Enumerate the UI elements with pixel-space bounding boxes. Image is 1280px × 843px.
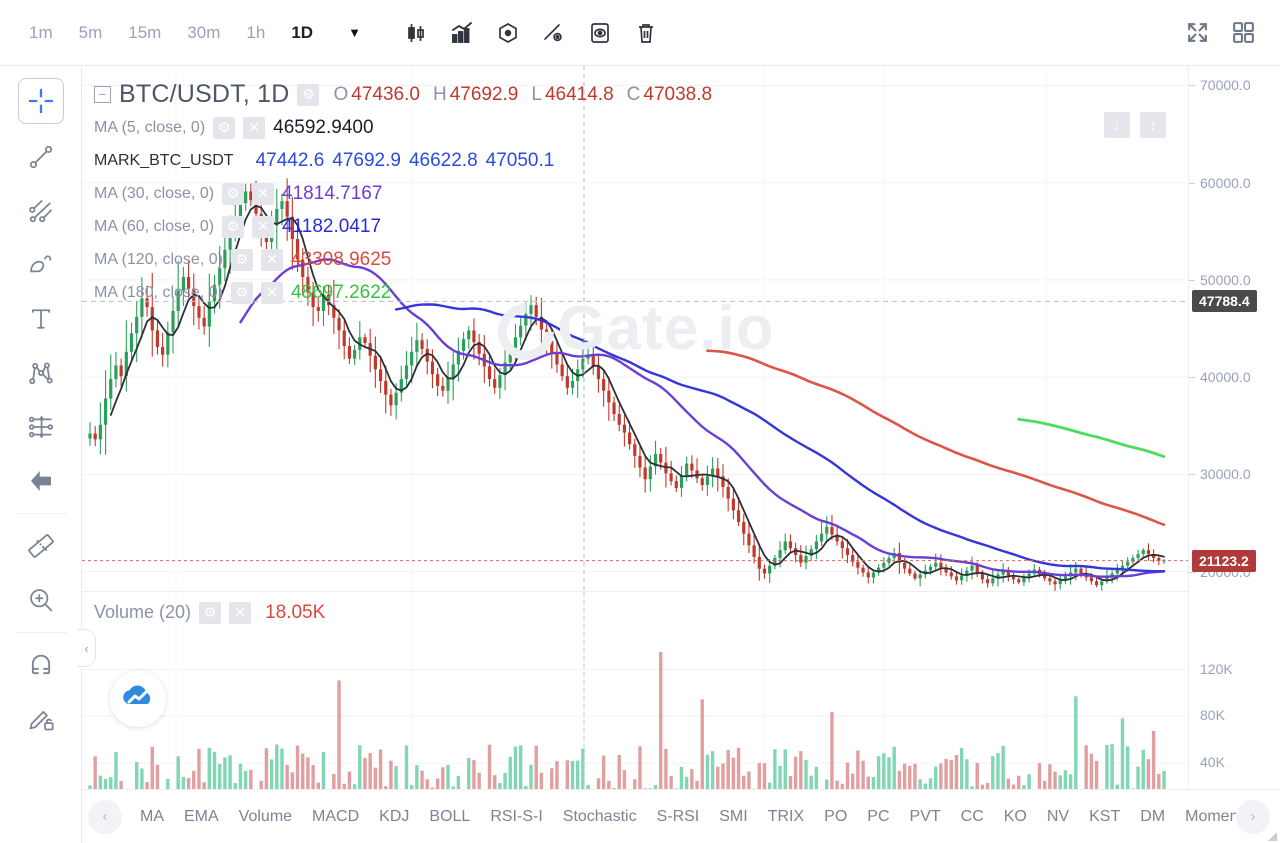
indicator-smi[interactable]: SMI [719,807,748,825]
indicator-next-button[interactable]: › [1236,799,1270,834]
gear-icon[interactable]: ⚙ [222,215,245,238]
axis-tick [1189,182,1195,184]
indicator-stochastic[interactable]: Stochastic [562,807,637,825]
price-axis[interactable]: 70000.060000.050000.040000.030000.020000… [1188,66,1280,819]
fullscreen-icon[interactable] [1174,0,1220,66]
price-tick-label: 60000.0 [1200,174,1251,191]
indicator-ko[interactable]: KO [1003,807,1027,825]
axis-tick [1189,85,1195,87]
zoom-in-tool[interactable] [17,573,65,627]
chart-container[interactable]: Gate.io Volume (20) ⚙ ✕ 18.05K ‹ ↓ [78,66,1280,843]
axis-tick [1189,571,1195,573]
indicator-toolbar: ‹ MA EMA Volume MACD KDJ BOLL RSI-S-I Stochasti… [82,789,1280,843]
indicator-pvt[interactable]: PVT [909,807,941,825]
pitchfork-tool[interactable] [17,184,65,238]
indicator-volume[interactable]: Volume [238,807,293,825]
resize-handle-icon[interactable] [1268,832,1277,841]
gear-icon[interactable]: ⚙ [213,116,236,139]
indicator-ema[interactable]: EMA [184,807,219,825]
price-tick-label: 70000.0 [1200,77,1251,94]
gear-icon[interactable]: ⚙ [199,601,222,624]
gear-icon[interactable]: ⚙ [297,83,320,106]
indicator-nv[interactable]: NV [1046,807,1070,825]
volume-tick-label: 40K [1200,754,1225,771]
chevron-down-icon[interactable]: ▼ [348,25,361,40]
draw-line-icon[interactable] [531,0,577,66]
timeframe-1h[interactable]: 1h [246,22,266,42]
gear-icon[interactable]: ⚙ [222,182,245,205]
trend-line-tool[interactable] [17,130,65,184]
indicator-trix[interactable]: TRIX [767,807,805,825]
close-icon[interactable]: ✕ [260,281,283,304]
gate-cloud-icon [123,685,151,704]
ruler-tool[interactable] [17,519,65,573]
indicator-macd[interactable]: MACD [312,807,360,825]
indicator-moment[interactable]: Moment [1185,807,1236,825]
candlestick-icon[interactable] [393,0,439,66]
axis-tick [1189,279,1195,281]
axis-tick [1189,377,1195,379]
volume-legend: Volume (20) ⚙ ✕ 18.05K [94,596,325,629]
pattern-tool[interactable] [17,346,65,400]
timeframe-5m[interactable]: 5m [78,22,103,42]
price-tag-2: 21123.2 [1192,549,1256,572]
timeframe-1D[interactable]: 1D [291,22,314,42]
close-icon[interactable]: ✕ [252,215,275,238]
indicator-dm[interactable]: DM [1140,807,1166,825]
top-toolbar: 1m 5m 15m 30m 1h 1D ▼ [0,0,1280,66]
price-tag-0: 47788.4 [1192,290,1257,313]
indicators-icon[interactable] [439,0,485,66]
timeframe-1m[interactable]: 1m [29,22,53,42]
magnet-tool[interactable] [17,638,65,692]
close-icon[interactable]: ✕ [260,248,283,271]
axis-tick [1189,474,1195,476]
indicator-prev-button[interactable]: ‹ [88,799,122,834]
volume-legend-label: Volume (20) [94,602,192,622]
back-arrow-tool[interactable] [17,454,65,508]
indicator-cc[interactable]: CC [960,807,984,825]
left-drawing-toolbar [0,66,82,843]
price-chart-pane[interactable]: Gate.io [82,66,1188,591]
volume-tick-label: 120K [1200,660,1233,677]
close-icon[interactable]: ✕ [229,601,252,624]
price-plot [82,66,1188,591]
close-icon[interactable]: ✕ [243,116,266,139]
indicator-list: MA EMA Volume MACD KDJ BOLL RSI-S-I Stochastic S… [130,808,1236,826]
collapse-panel-handle[interactable]: ‹ [78,629,96,667]
auto-scale-button[interactable]: ↕ [1140,112,1166,138]
settings-hex-icon[interactable] [485,0,531,66]
price-tick-label: 40000.0 [1200,369,1251,386]
display-icon[interactable] [577,0,623,66]
volume-legend-value: 18.05K [265,601,326,623]
price-tick-label: 30000.0 [1200,466,1251,483]
volume-tick-label: 80K [1200,707,1225,724]
indicator-kdj[interactable]: KDJ [379,807,410,825]
brush-tool[interactable] [17,238,65,292]
crosshair-tool[interactable] [17,78,64,124]
layout-grid-icon[interactable] [1220,0,1266,66]
scroll-to-latest-button[interactable]: ↓ [1104,112,1130,138]
indicator-s-rsi[interactable]: S-RSI [656,807,700,825]
gate-logo-badge [110,671,166,727]
text-tool[interactable] [17,292,65,346]
measure-sliders-tool[interactable] [17,400,65,454]
indicator-rsi-s-i[interactable]: RSI-S-I [490,807,543,825]
indicator-ma[interactable]: MA [140,807,164,825]
indicator-po[interactable]: PO [824,807,848,825]
price-tick-label: 50000.0 [1200,271,1251,288]
gear-icon[interactable]: ⚙ [230,281,253,304]
gear-icon[interactable]: ⚙ [230,248,253,271]
lock-drawing-tool[interactable] [17,692,65,746]
indicator-pc[interactable]: PC [867,807,890,825]
timeframe-30m[interactable]: 30m [187,22,221,42]
close-icon[interactable]: ✕ [252,182,275,205]
timeframe-15m[interactable]: 15m [128,22,162,42]
indicator-kst[interactable]: KST [1089,807,1121,825]
indicator-boll[interactable]: BOLL [429,807,471,825]
trash-icon[interactable] [623,0,669,66]
